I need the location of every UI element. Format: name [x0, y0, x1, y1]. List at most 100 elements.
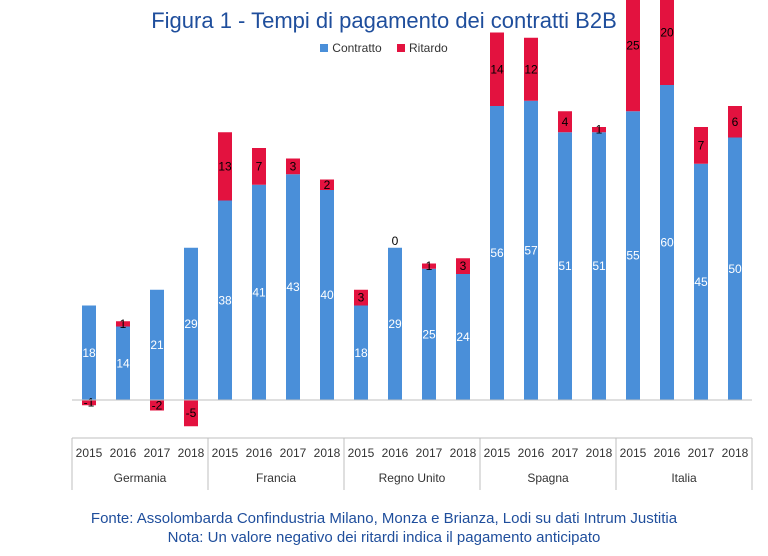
- data-label-contratto: 57: [524, 243, 538, 257]
- bar-ritardo: [728, 106, 742, 138]
- data-label-ritardo: -2: [152, 398, 163, 412]
- x-tick-label-year: 2017: [552, 446, 579, 460]
- bar-contratto: [150, 289, 164, 400]
- data-label-contratto: 50: [728, 262, 742, 276]
- data-label-contratto: 51: [558, 259, 572, 273]
- data-label-ritardo: 7: [698, 138, 705, 152]
- legend-item-contratto: Contratto: [320, 41, 382, 55]
- x-tick-label-year: 2018: [314, 446, 341, 460]
- source-note: Fonte: Assolombarda Confindustria Milano…: [0, 509, 768, 547]
- bar-ritardo: [320, 179, 334, 190]
- bar-ritardo: [116, 321, 130, 327]
- data-label-ritardo: 7: [256, 159, 263, 173]
- x-tick-label-year: 2018: [450, 446, 477, 460]
- x-tick-label-year: 2016: [654, 446, 681, 460]
- bar-contratto: [456, 274, 470, 400]
- x-tick-label-year: 2017: [144, 446, 171, 460]
- data-label-ritardo: 14: [490, 62, 504, 76]
- bar-contratto: [592, 132, 606, 400]
- bar-contratto: [728, 137, 742, 400]
- x-tick-label-year: 2018: [178, 446, 205, 460]
- x-tick-label-year: 2017: [688, 446, 715, 460]
- x-group-label: Francia: [256, 471, 296, 485]
- data-label-contratto: 18: [354, 346, 368, 360]
- data-label-contratto: 43: [286, 280, 300, 294]
- bar-contratto: [252, 184, 266, 400]
- data-label-contratto: 40: [320, 288, 334, 302]
- data-label-contratto: 41: [252, 285, 266, 299]
- data-label-contratto: 25: [422, 327, 436, 341]
- data-label-ritardo: 2: [324, 178, 331, 192]
- data-label-contratto: 38: [218, 293, 232, 307]
- data-label-ritardo: 13: [218, 159, 232, 173]
- data-label-contratto: 21: [150, 338, 164, 352]
- x-tick-label-year: 2015: [76, 446, 103, 460]
- x-tick-label-year: 2015: [484, 446, 511, 460]
- bar-ritardo: [592, 127, 606, 133]
- data-label-contratto: 29: [388, 317, 402, 331]
- x-tick-label-year: 2016: [110, 446, 137, 460]
- legend: Contratto Ritardo: [0, 41, 768, 55]
- bar-contratto: [354, 305, 368, 400]
- x-tick-label-year: 2018: [586, 446, 613, 460]
- x-tick-label-year: 2016: [246, 446, 273, 460]
- bar-contratto: [422, 268, 436, 400]
- data-label-ritardo: -5: [186, 406, 197, 420]
- legend-label-contratto: Contratto: [332, 41, 382, 55]
- x-tick-label-year: 2015: [348, 446, 375, 460]
- x-tick-label-year: 2015: [620, 446, 647, 460]
- x-tick-label-year: 2016: [518, 446, 545, 460]
- bar-contratto: [320, 190, 334, 400]
- data-label-ritardo: 3: [290, 159, 297, 173]
- bar-contratto: [626, 111, 640, 400]
- bar-ritardo: [150, 400, 164, 411]
- data-label-ritardo: 1: [120, 317, 127, 331]
- data-label-ritardo: 3: [460, 259, 467, 273]
- bar-ritardo: [694, 127, 708, 164]
- source-text: Fonte: Assolombarda Confindustria Milano…: [90, 510, 678, 527]
- x-group-label: Regno Unito: [379, 471, 446, 485]
- bar-contratto: [660, 85, 674, 400]
- data-label-contratto: 60: [660, 236, 674, 250]
- chart-title: Figura 1 - Tempi di pagamento dei contra…: [151, 8, 617, 33]
- bar-contratto: [558, 132, 572, 400]
- data-label-contratto: 29: [184, 317, 198, 331]
- bar-contratto: [184, 247, 198, 400]
- x-tick-label-year: 2016: [382, 446, 409, 460]
- x-tick-label-year: 2017: [416, 446, 443, 460]
- bar-ritardo: [422, 263, 436, 269]
- x-group-label: Spagna: [527, 471, 569, 485]
- data-label-contratto: 51: [592, 259, 606, 273]
- bar-ritardo: [252, 148, 266, 185]
- bar-ritardo: [354, 289, 368, 306]
- data-label-contratto: 56: [490, 246, 504, 260]
- x-tick-label-year: 2015: [212, 446, 239, 460]
- data-label-contratto: 14: [116, 356, 130, 370]
- data-label-ritardo: 3: [358, 291, 365, 305]
- bar-contratto: [524, 100, 538, 400]
- data-label-ritardo: 6: [732, 115, 739, 129]
- legend-label-ritardo: Ritardo: [409, 41, 448, 55]
- x-group-label: Italia: [671, 471, 697, 485]
- bar-contratto: [490, 106, 504, 400]
- bar-contratto: [694, 163, 708, 400]
- data-label-ritardo: 12: [524, 62, 538, 76]
- data-label-ritardo: 0: [392, 234, 399, 248]
- bar-ritardo: [626, 0, 640, 112]
- data-label-contratto: 24: [456, 330, 470, 344]
- bar-ritardo: [660, 0, 674, 85]
- x-tick-label-year: 2017: [280, 446, 307, 460]
- legend-swatch-contratto: [320, 44, 329, 52]
- bar-contratto: [218, 200, 232, 400]
- data-label-ritardo: 4: [562, 115, 569, 129]
- bar-ritardo: [184, 400, 198, 427]
- data-label-ritardo: 20: [660, 26, 674, 40]
- bar-chart: 18-12015141201621-2201729-52018381320154…: [71, 0, 753, 490]
- bar-ritardo: [456, 258, 470, 274]
- bar-ritardo: [524, 37, 538, 101]
- x-group-label: Germania: [114, 471, 167, 485]
- bar-contratto: [82, 305, 96, 400]
- data-label-contratto: 18: [82, 346, 96, 360]
- bar-contratto: [388, 247, 402, 400]
- bar-ritardo: [490, 32, 504, 106]
